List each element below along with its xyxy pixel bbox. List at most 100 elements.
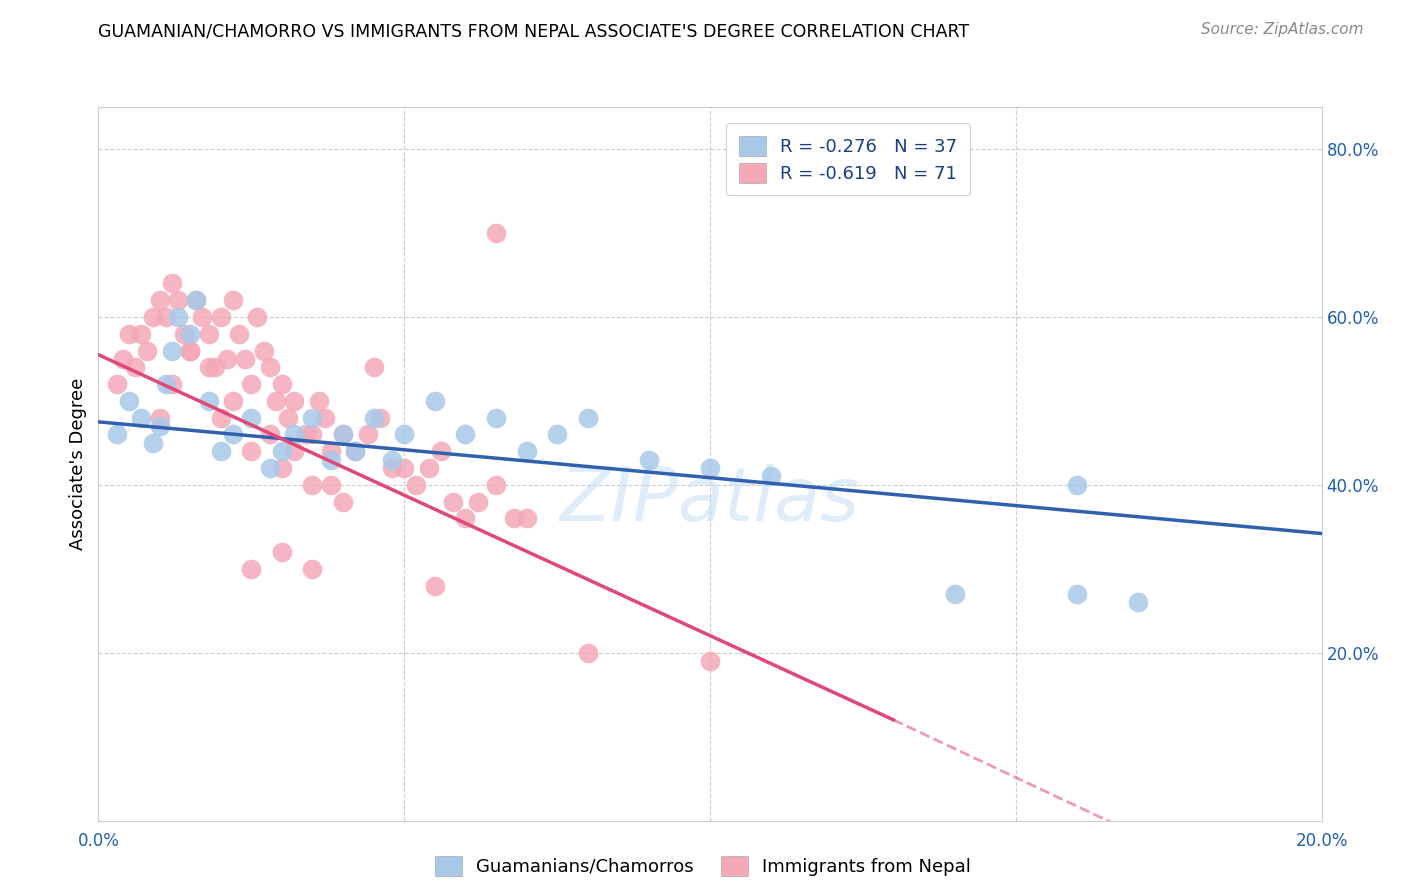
Point (167, 293, 190, 307)
Point (160, 343, 183, 358)
Point (240, 410, 263, 425)
Point (392, 461, 416, 475)
Point (118, 326, 141, 341)
Point (252, 343, 274, 358)
Point (441, 494, 464, 508)
Point (173, 326, 195, 341)
Point (301, 562, 323, 576)
Point (105, 427, 128, 442)
Point (197, 326, 219, 341)
Point (344, 444, 367, 458)
Point (637, 452, 661, 467)
Text: GUAMANIAN/CHAMORRO VS IMMIGRANTS FROM NEPAL ASSOCIATE'S DEGREE CORRELATION CHART: GUAMANIAN/CHAMORRO VS IMMIGRANTS FROM NE… (98, 22, 970, 40)
Point (332, 494, 354, 508)
Point (155, 310, 177, 324)
Point (363, 410, 385, 425)
Point (186, 293, 208, 307)
Legend: Guamanians/Chamorros, Immigrants from Nepal: Guamanians/Chamorros, Immigrants from Ne… (427, 848, 979, 883)
Point (118, 393, 141, 408)
Point (142, 310, 165, 324)
Point (149, 293, 172, 307)
Point (301, 410, 323, 425)
Point (283, 444, 305, 458)
Point (259, 427, 281, 442)
Point (308, 393, 330, 408)
Point (209, 444, 232, 458)
Point (270, 444, 292, 458)
Point (240, 444, 263, 458)
Point (418, 461, 440, 475)
Point (160, 377, 183, 392)
Point (363, 360, 385, 375)
Legend: R = -0.276   N = 37, R = -0.619   N = 71: R = -0.276 N = 37, R = -0.619 N = 71 (725, 123, 970, 195)
Point (105, 377, 128, 392)
Point (204, 360, 226, 375)
Point (197, 393, 219, 408)
Text: ZIPatlas: ZIPatlas (560, 464, 860, 535)
Point (209, 410, 232, 425)
Point (485, 410, 508, 425)
Point (197, 360, 219, 375)
Point (503, 511, 526, 525)
Point (167, 310, 190, 324)
Point (381, 461, 404, 475)
Point (1128, 595, 1150, 609)
Point (467, 494, 489, 508)
Point (516, 444, 538, 458)
Point (1066, 478, 1088, 492)
Point (430, 444, 453, 458)
Point (240, 562, 263, 576)
Point (233, 351, 256, 366)
Point (270, 461, 292, 475)
Point (454, 511, 477, 525)
Point (301, 427, 323, 442)
Text: Source: ZipAtlas.com: Source: ZipAtlas.com (1201, 22, 1364, 37)
Point (301, 478, 323, 492)
Point (356, 427, 378, 442)
Point (1066, 587, 1088, 601)
Point (270, 545, 292, 559)
Point (576, 410, 599, 425)
Point (759, 469, 782, 483)
Point (314, 410, 336, 425)
Point (264, 393, 287, 408)
Point (149, 419, 172, 434)
Point (546, 427, 568, 442)
Point (246, 310, 269, 324)
Y-axis label: Associate's Degree: Associate's Degree (69, 377, 87, 550)
Point (124, 360, 146, 375)
Point (516, 511, 538, 525)
Point (149, 410, 172, 425)
Point (381, 452, 404, 467)
Point (344, 444, 367, 458)
Point (576, 646, 599, 660)
Point (222, 293, 245, 307)
Point (142, 435, 165, 450)
Point (943, 587, 966, 601)
Point (259, 360, 281, 375)
Point (228, 326, 250, 341)
Point (332, 427, 354, 442)
Point (319, 444, 342, 458)
Point (160, 277, 183, 291)
Point (392, 427, 416, 442)
Point (179, 326, 201, 341)
Point (405, 478, 427, 492)
Point (699, 654, 721, 668)
Point (155, 377, 177, 392)
Point (215, 351, 238, 366)
Point (240, 377, 263, 392)
Point (699, 461, 721, 475)
Point (319, 452, 342, 467)
Point (129, 410, 152, 425)
Point (270, 377, 292, 392)
Point (191, 310, 214, 324)
Point (283, 393, 305, 408)
Point (295, 427, 318, 442)
Point (179, 343, 201, 358)
Point (423, 578, 446, 592)
Point (129, 326, 152, 341)
Point (485, 226, 508, 240)
Point (222, 427, 245, 442)
Point (136, 343, 159, 358)
